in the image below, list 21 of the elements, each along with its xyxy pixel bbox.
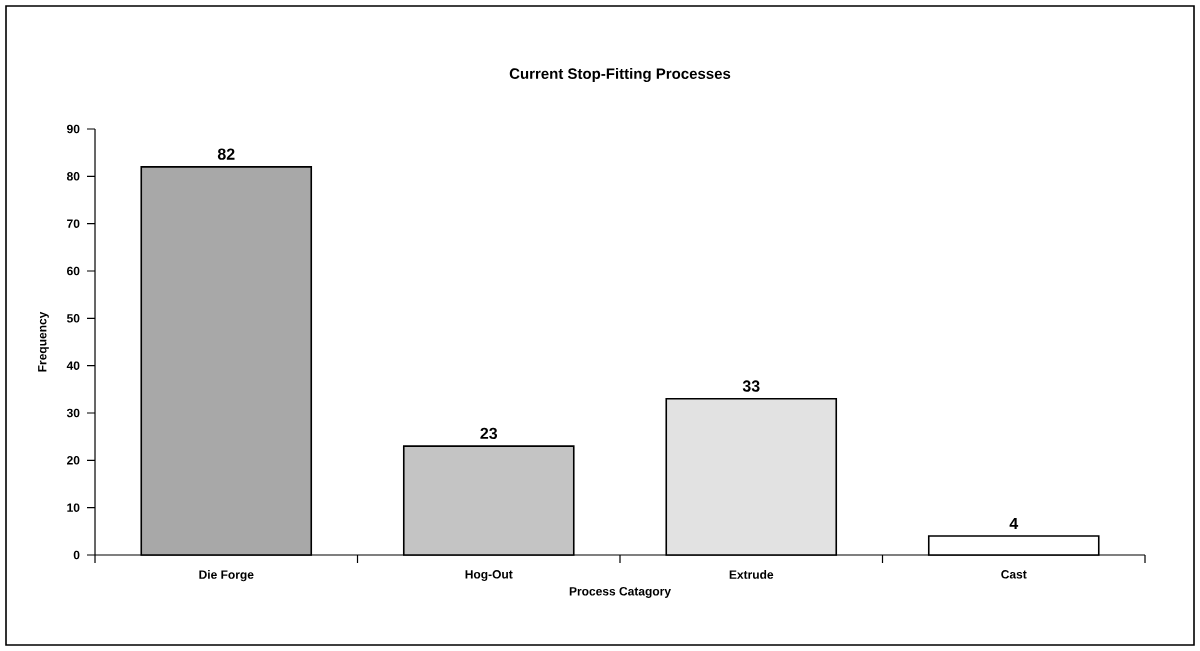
x-axis-title: Process Catagory bbox=[569, 587, 671, 598]
y-tick-label: 60 bbox=[67, 266, 80, 276]
x-tick-label: Die Forge bbox=[199, 570, 254, 582]
y-tick-label: 30 bbox=[66, 408, 80, 418]
y-axis-title: Frequency bbox=[38, 311, 49, 372]
y-tick-label: 10 bbox=[67, 503, 80, 512]
data-label: 4 bbox=[1009, 517, 1019, 529]
y-tick-label: 80 bbox=[66, 172, 80, 181]
y-tick-label: 40 bbox=[66, 361, 80, 370]
x-tick-label: Cast bbox=[1001, 570, 1027, 579]
x-tick-label: Hog-Out bbox=[465, 570, 513, 581]
y-tick-label: 0 bbox=[73, 550, 80, 560]
data-label: 82 bbox=[217, 148, 235, 160]
data-label: 33 bbox=[742, 380, 760, 392]
x-tick-label: Extrude bbox=[729, 570, 774, 579]
y-tick-label: 50 bbox=[66, 314, 80, 323]
data-label: 23 bbox=[480, 427, 498, 440]
y-tick-label: 90 bbox=[67, 124, 80, 134]
chart-title: Current Stop-Fitting Processes bbox=[509, 67, 731, 82]
y-tick-label: 20 bbox=[67, 456, 80, 465]
y-tick-label: 70 bbox=[67, 219, 80, 228]
